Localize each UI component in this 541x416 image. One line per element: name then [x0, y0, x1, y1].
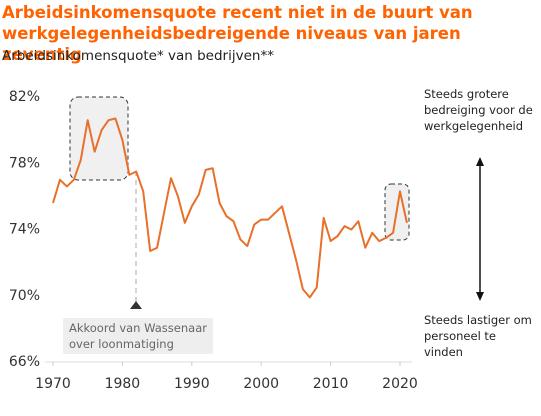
arrow-head	[476, 292, 484, 301]
x-tick-label: 1970	[35, 376, 71, 392]
x-tick-label: 2000	[243, 376, 279, 392]
event-marker	[130, 301, 142, 309]
arrow-head	[476, 157, 484, 166]
chart-subtitle: Arbeidsinkomensquote* van bedrijven**	[2, 48, 274, 64]
y-tick-label: 78%	[9, 155, 40, 171]
y-tick-label: 70%	[9, 288, 40, 304]
annotation: Akkoord van Wassenaar over loonmatiging	[63, 318, 213, 354]
y-tick-label: 66%	[9, 354, 40, 370]
annotation: Steeds grotere bedreiging voor de werkge…	[424, 87, 533, 133]
chart-title: Arbeidsinkomensquote recent niet in de b…	[2, 3, 473, 64]
x-tick-label: 2020	[382, 376, 418, 392]
annotation: Steeds lastiger om personeel te vinden	[424, 313, 532, 359]
y-tick-label: 74%	[9, 222, 40, 238]
x-tick-label: 1980	[105, 376, 141, 392]
x-tick-label: 2010	[313, 376, 349, 392]
x-tick-label: 1990	[174, 376, 210, 392]
line	[52, 117, 408, 299]
y-tick-label: 82%	[9, 89, 40, 105]
